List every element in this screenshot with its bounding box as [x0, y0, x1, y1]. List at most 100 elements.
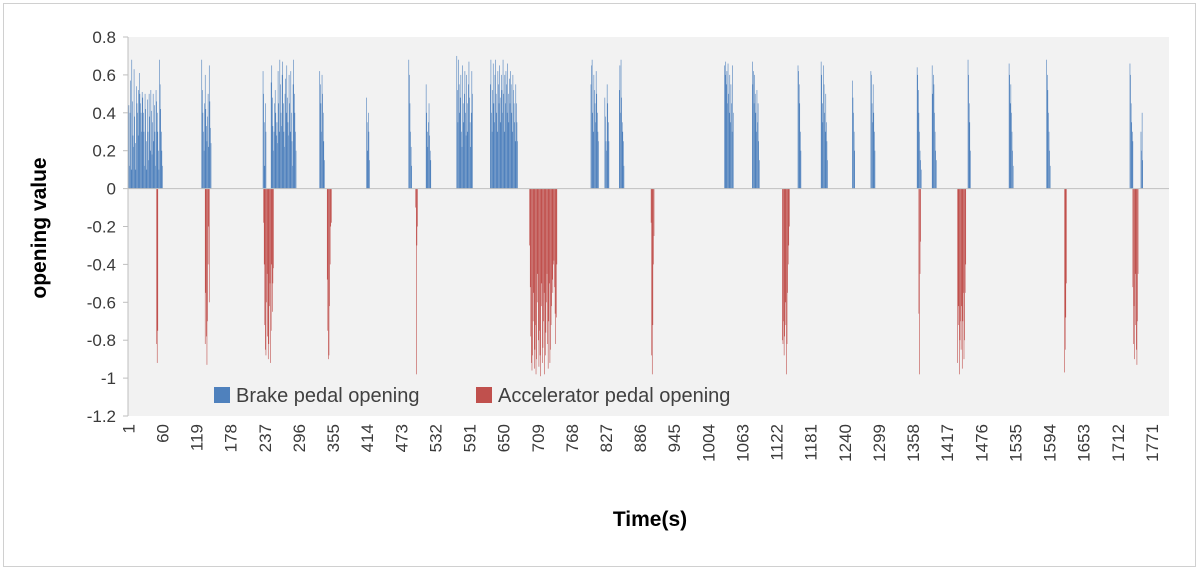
brake-bar	[756, 131, 757, 189]
brake-bar	[427, 131, 428, 189]
accelerator-bar	[415, 188, 417, 208]
brake-bar	[152, 122, 153, 189]
brake-bar	[620, 112, 621, 189]
brake-bar	[507, 63, 508, 189]
accelerator-bar	[535, 188, 537, 375]
brake-bar	[288, 74, 290, 189]
brake-bar	[128, 105, 130, 189]
brake-bar	[753, 71, 754, 189]
brake-bar	[512, 74, 514, 189]
accelerator-bar	[533, 188, 535, 369]
brake-bar	[464, 71, 466, 189]
accelerator-bar	[267, 188, 268, 337]
accelerator-bar	[327, 188, 329, 331]
accelerator-bar	[783, 188, 784, 322]
brake-bar	[623, 165, 625, 189]
accelerator-bar	[549, 188, 551, 363]
brake-bar	[596, 93, 598, 189]
accelerator-bar	[265, 188, 267, 356]
accelerator-bar	[1064, 188, 1066, 350]
brake-bar	[917, 74, 919, 189]
brake-bar	[1048, 112, 1049, 189]
brake-bar	[506, 112, 508, 189]
brake-bar	[139, 93, 141, 189]
brake-bar	[265, 131, 267, 189]
brake-bar	[368, 131, 370, 189]
brake-bar	[465, 112, 466, 189]
brake-bar	[292, 84, 294, 189]
brake-bar	[137, 135, 139, 189]
accelerator-bar	[536, 188, 538, 303]
brake-bar	[918, 90, 919, 189]
brake-bar	[156, 101, 157, 189]
brake-bar	[206, 126, 207, 189]
accelerator-bar	[961, 188, 962, 307]
brake-bar	[469, 122, 471, 189]
accelerator-bar	[266, 188, 268, 274]
accelerator-bar	[543, 188, 545, 293]
x-tick-label: 886	[631, 424, 650, 452]
y-tick-label: -0.4	[87, 255, 116, 274]
accelerator-bar	[959, 188, 961, 341]
accelerator-bar	[959, 188, 960, 375]
accelerator-bar	[539, 188, 540, 331]
accelerator-bar	[957, 188, 959, 326]
brake-bar	[270, 82, 272, 189]
brake-bar	[158, 169, 160, 189]
brake-bar	[731, 103, 732, 189]
brake-bar	[1130, 103, 1132, 189]
brake-bar	[151, 110, 152, 189]
brake-bar	[968, 74, 969, 189]
accelerator-bar	[1132, 188, 1134, 288]
brake-bar	[509, 78, 510, 189]
accelerator-bar	[540, 188, 542, 307]
brake-bar	[470, 146, 471, 189]
x-tick-label: 650	[495, 424, 514, 452]
brake-bar	[621, 122, 623, 189]
brake-bar	[491, 112, 492, 189]
brake-bar	[822, 122, 824, 189]
brake-bar	[322, 93, 323, 189]
brake-bar	[152, 93, 154, 189]
brake-bar	[133, 146, 134, 189]
brake-bar	[934, 112, 935, 189]
accelerator-bar	[653, 188, 655, 236]
accelerator-bar	[547, 188, 549, 369]
brake-bar	[1141, 112, 1143, 189]
brake-bar	[131, 59, 133, 189]
brake-bar	[758, 160, 760, 189]
x-tick-label: 1771	[1143, 424, 1162, 462]
brake-bar	[920, 160, 921, 189]
accelerator-bar	[269, 188, 270, 307]
brake-bar	[1131, 131, 1133, 189]
accelerator-bar	[269, 188, 271, 284]
brake-bar	[824, 131, 826, 189]
brake-bar	[459, 97, 461, 189]
x-tick-label: 60	[153, 424, 172, 443]
brake-bar	[160, 109, 161, 189]
x-tick-label: 1004	[699, 424, 718, 462]
brake-bar	[607, 103, 609, 189]
accelerator-bar	[545, 188, 547, 333]
accelerator-bar	[273, 188, 274, 269]
brake-bar	[203, 131, 204, 189]
x-tick-label: 1417	[938, 424, 957, 462]
brake-bar	[132, 135, 134, 189]
brake-bar	[460, 74, 462, 189]
brake-bar	[752, 84, 754, 189]
brake-bar	[463, 122, 465, 189]
accelerator-bar	[651, 188, 652, 356]
accelerator-bar	[782, 188, 783, 341]
brake-bar	[320, 84, 321, 189]
brake-bar	[205, 109, 207, 189]
brake-bar	[605, 116, 606, 189]
brake-bar	[149, 150, 151, 189]
x-axis-title: Time(s)	[613, 508, 687, 531]
brake-bar	[513, 90, 514, 189]
accelerator-bar	[542, 188, 544, 348]
brake-bar	[461, 131, 462, 189]
brake-bar	[410, 146, 412, 189]
accelerator-bar	[535, 188, 536, 326]
brake-bar	[282, 103, 284, 189]
brake-bar	[1142, 160, 1143, 189]
